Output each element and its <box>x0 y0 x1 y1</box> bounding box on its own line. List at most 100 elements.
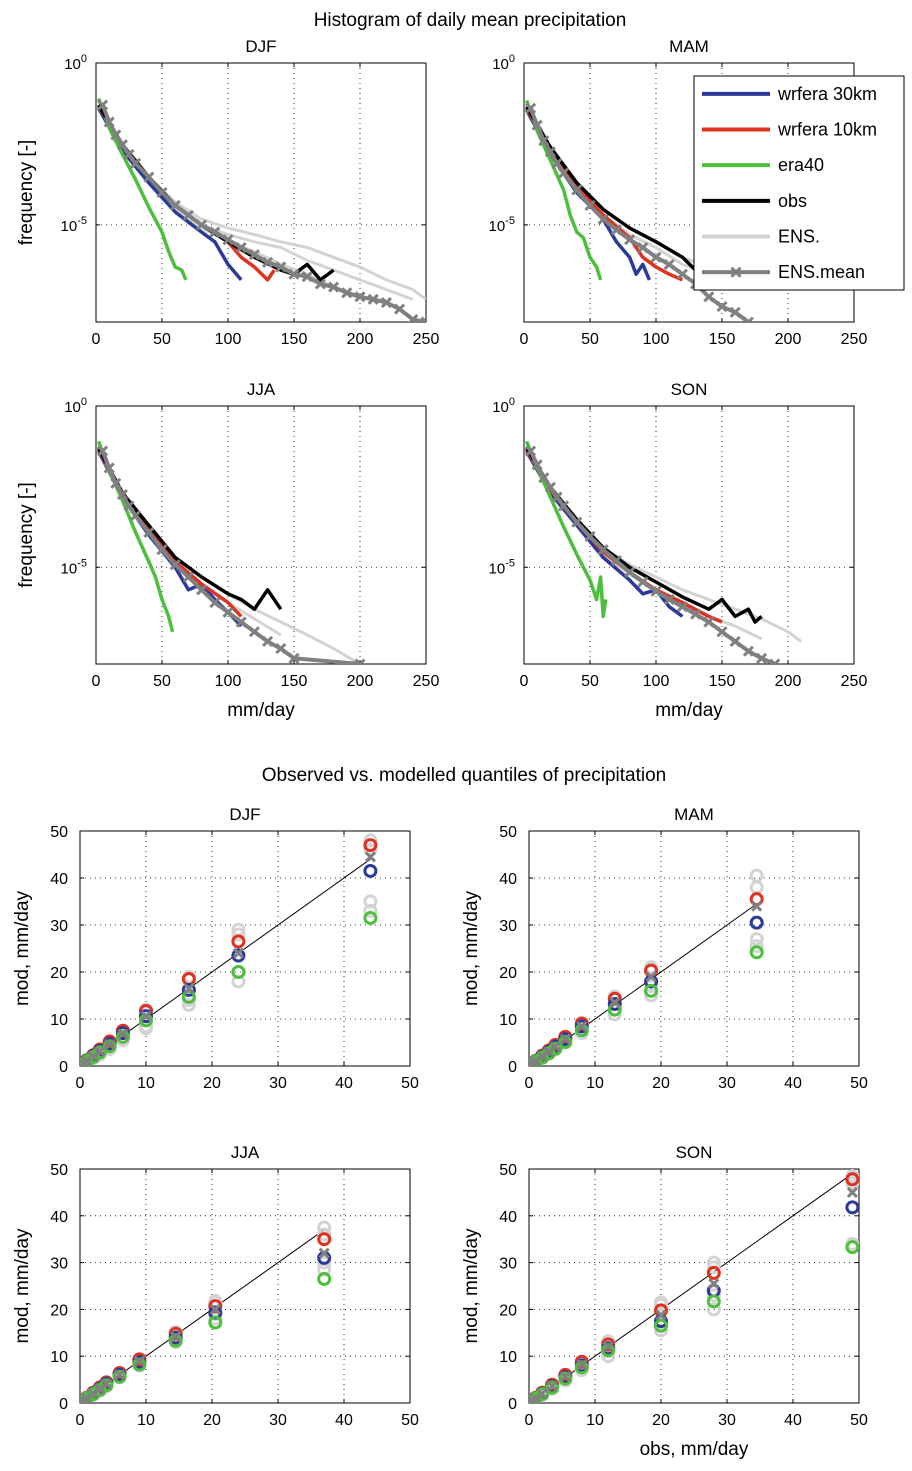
quantile-point-ens <box>644 979 659 994</box>
panel-title: JJA <box>247 380 276 399</box>
ens-mean-marker <box>525 102 537 114</box>
y-tick-label: 50 <box>499 824 517 841</box>
ens-mean-marker <box>624 566 636 578</box>
series-layer <box>80 833 378 1066</box>
quantile-point-wrf30 <box>845 1200 859 1215</box>
ens-mean-marker <box>716 626 728 638</box>
ens-mean-marker <box>110 477 122 489</box>
quantile-point-era <box>92 1045 107 1060</box>
quantile-point-wrf10 <box>706 1265 721 1280</box>
ens-mean-marker <box>116 139 128 151</box>
ens-mean-marker <box>182 571 194 583</box>
ens-mean-marker <box>104 1038 116 1050</box>
ens-mean-marker <box>742 645 754 657</box>
ens-mean-marker <box>690 608 702 620</box>
ens-mean-marker <box>624 234 636 246</box>
quantile-point-era <box>363 910 378 925</box>
y-tick-label: 20 <box>499 1302 517 1319</box>
ens-mean-marker <box>544 481 556 493</box>
x-tick-label: 20 <box>652 1075 670 1092</box>
x-tick-label: 40 <box>335 1412 353 1429</box>
x-tick-label: 30 <box>269 1412 287 1429</box>
histogram-title: Histogram of daily mean precipitation <box>314 10 627 31</box>
ens-mean-marker <box>571 516 583 528</box>
ens-mean-marker <box>114 1369 126 1381</box>
ens-mean-marker <box>708 1278 720 1290</box>
quantiles-title: Observed vs. modelled quantiles of preci… <box>262 765 667 786</box>
quantile-point-ens <box>654 1323 668 1338</box>
ens-mean-marker <box>420 316 426 322</box>
quantile-point-wrf30 <box>607 996 622 1011</box>
quantile-point-ens <box>749 932 764 947</box>
ens-mean-marker <box>610 224 622 236</box>
y-tick-label: 40 <box>499 871 517 888</box>
x-tick-label: 0 <box>76 1412 85 1429</box>
x-tick-label: 0 <box>76 1075 85 1092</box>
ens-mean-marker <box>751 900 763 912</box>
ens-mean-marker <box>703 616 715 628</box>
legend-item: ENS. <box>702 227 820 247</box>
quantile-point-era <box>102 1039 117 1054</box>
ens-mean-marker <box>341 287 353 299</box>
y-axis-label: mod, mm/day <box>12 890 33 1006</box>
ens-mean-marker <box>262 256 274 268</box>
ens-mean-marker <box>650 251 662 263</box>
y-tick-label: 10 <box>499 1012 517 1029</box>
ens-mean-marker <box>103 116 115 128</box>
quantile-point-era <box>112 1369 127 1384</box>
quantile-point-era <box>558 1371 573 1386</box>
panel-title: JJA <box>231 1143 260 1162</box>
plot-area <box>523 405 855 665</box>
quantile-point-wrf10 <box>317 1232 332 1247</box>
quantile-point-wrf10 <box>363 838 378 853</box>
panel-title: DJF <box>245 37 276 56</box>
series-layer <box>529 1169 859 1403</box>
y-tick-label: 20 <box>50 1302 68 1319</box>
series-layer <box>529 868 764 1066</box>
x-tick-label: 100 <box>215 331 242 348</box>
y-axis-label: frequency [-] <box>16 482 37 588</box>
x-tick-label: 0 <box>525 1412 534 1429</box>
ens-mean-marker <box>170 1330 182 1343</box>
panel-title: MAM <box>674 805 714 824</box>
ens-mean-marker <box>222 234 234 246</box>
ens-mean-marker <box>663 258 675 270</box>
x-tick-label: 50 <box>850 1412 868 1429</box>
quantile-point-wrf10 <box>231 934 246 949</box>
legend-label: ENS. <box>778 227 820 247</box>
x-tick-label: 10 <box>586 1075 604 1092</box>
ens-mean-marker <box>536 1388 548 1400</box>
quantile-point-ens <box>181 997 196 1012</box>
ens-mean-marker <box>367 293 379 305</box>
ens-mean-marker <box>140 1010 152 1022</box>
x-tick-label: 200 <box>775 673 802 690</box>
quantile-point-wrf30 <box>231 948 246 963</box>
panel-son-q: 0 10 20 30 40 50 0 10 20 30 40 50 SON obs, mm/day mod,… <box>461 1143 868 1460</box>
x-tick-label: 50 <box>153 331 171 348</box>
ens-mean-marker <box>676 601 688 613</box>
series-layer <box>524 440 803 664</box>
quantile-point-ens <box>231 974 246 989</box>
ens-mean-marker <box>538 472 550 484</box>
ens-mean-marker <box>637 241 649 254</box>
ens-mean-marker <box>544 146 556 158</box>
ens-mean-marker <box>546 1380 558 1392</box>
y-tick-label: 40 <box>50 871 68 888</box>
quantile-point-ens <box>706 1302 721 1317</box>
legend-marker <box>730 266 742 278</box>
y-tick-label: 20 <box>499 965 517 982</box>
panel-mam-q: 0 10 20 30 40 50 0 10 20 30 40 50 MAM mod, mm/day <box>461 805 868 1092</box>
ens-mean-marker <box>559 1033 571 1045</box>
legend-box <box>693 75 905 291</box>
x-tick-label: 20 <box>203 1075 221 1092</box>
quantile-point-era <box>706 1294 721 1309</box>
series-line-era <box>524 99 603 281</box>
ens-mean-marker <box>597 544 609 556</box>
x-tick-label: 0 <box>92 673 101 690</box>
x-tick-label: 40 <box>784 1412 802 1429</box>
ens-mean-marker <box>729 306 741 318</box>
y-tick-label: 0 <box>508 1059 517 1076</box>
ens-mean-marker <box>123 148 135 160</box>
legend-item: wrfera 30km <box>702 84 877 104</box>
x-axis-label: mm/day <box>227 700 295 721</box>
